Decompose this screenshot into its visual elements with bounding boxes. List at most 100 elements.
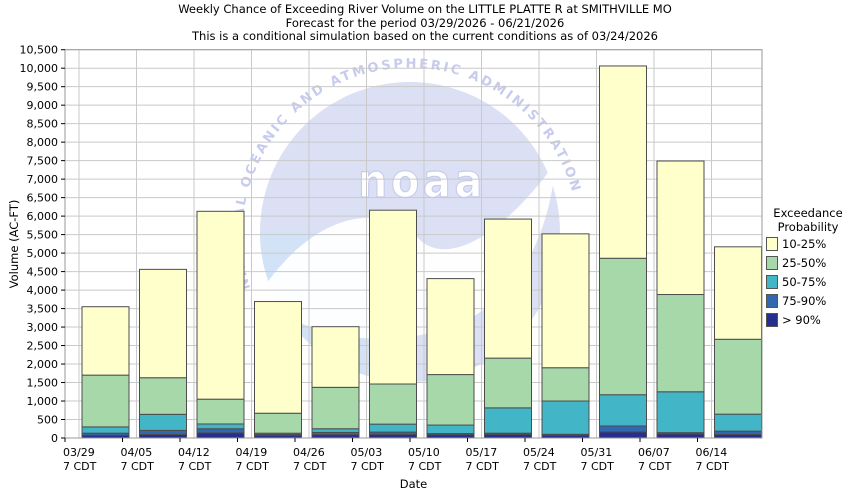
bar-segment [139, 413, 187, 431]
bar-segment [714, 433, 762, 439]
y-tick-label: 8,500 [27, 118, 59, 131]
bar-segment [714, 413, 762, 432]
y-tick-label: 7,500 [27, 155, 59, 168]
legend-swatch [766, 236, 778, 251]
x-tick-label-date: 03/29 [63, 446, 95, 459]
bars-group [81, 65, 762, 439]
bar-segment [599, 394, 647, 427]
legend: Exceedance Probability 10-25% 25-50% 50-75… [766, 206, 850, 329]
x-tick-label-time: 7 CDT [581, 460, 615, 473]
legend-item: 10-25% [766, 234, 850, 253]
bar-segment [254, 301, 302, 414]
x-tick-label-date: 04/19 [236, 446, 268, 459]
bar-segment [426, 374, 475, 426]
bar-segment [484, 218, 532, 359]
legend-title: Exceedance Probability [773, 206, 843, 234]
bar-segment [311, 326, 360, 388]
y-tick-label: 6,000 [27, 210, 59, 223]
x-tick-label-time: 7 CDT [236, 460, 270, 473]
x-tick-label-date: 06/07 [638, 446, 670, 459]
y-tick-label: 1,500 [27, 377, 59, 390]
x-tick-label-date: 05/17 [466, 446, 498, 459]
bar-segment [426, 424, 475, 435]
bar-segment [254, 412, 302, 434]
x-tick-label-time: 7 CDT [178, 460, 212, 473]
y-tick-label: 5,500 [27, 229, 59, 242]
bar-segment [599, 257, 647, 396]
legend-label: 10-25% [782, 236, 827, 251]
bar-segment [196, 428, 245, 434]
legend-item: > 90% [766, 310, 850, 329]
x-tick-label-time: 7 CDT [408, 460, 442, 473]
bar-segment [311, 428, 360, 433]
x-tick-label-date: 06/14 [696, 446, 728, 459]
x-tick-label-date: 04/05 [121, 446, 153, 459]
bar-segment [599, 425, 647, 433]
y-tick-label: 0 [51, 432, 58, 445]
x-tick-label-time: 7 CDT [523, 460, 557, 473]
x-tick-label-time: 7 CDT [63, 460, 97, 473]
x-tick-label-time: 7 CDT [121, 460, 155, 473]
bar-segment [369, 209, 417, 385]
legend-label: > 90% [782, 312, 821, 327]
y-tick-label: 500 [37, 414, 58, 427]
y-tick-label: 10,500 [20, 44, 59, 57]
y-tick-label: 2,500 [27, 340, 59, 353]
bar-segment [599, 65, 647, 259]
watermark-noaa-text: noaa [358, 154, 486, 208]
y-tick-label: 3,000 [27, 321, 59, 334]
y-tick-label: 10,000 [20, 62, 59, 75]
bar-segment [369, 423, 417, 433]
y-tick-label: 8,000 [27, 136, 59, 149]
legend-items: 10-25% 25-50% 50-75% 75-90% > 90% [766, 234, 850, 329]
bar-segment [369, 433, 417, 439]
x-tick-label-date: 04/26 [293, 446, 325, 459]
bar-segment [599, 431, 647, 439]
y-tick-label: 4,000 [27, 284, 59, 297]
bar-segment [139, 429, 187, 435]
bar-segment [81, 426, 130, 434]
legend-item: 50-75% [766, 272, 850, 291]
x-tick-label-date: 05/31 [581, 446, 613, 459]
bar-segment [656, 160, 705, 296]
y-tick-label: 4,500 [27, 266, 59, 279]
bar-segment [311, 386, 360, 430]
y-tick-label: 2,000 [27, 358, 59, 371]
bar-segment [656, 391, 705, 434]
legend-swatch [766, 312, 778, 327]
plot-border [64, 49, 763, 439]
bar-segment [484, 433, 532, 439]
bar-segment [81, 306, 130, 376]
bar-segment [196, 432, 245, 439]
y-tick-label: 9,000 [27, 99, 59, 112]
chart-subtitle-period: Forecast for the period 03/29/2026 - 06/… [285, 15, 565, 30]
legend-swatch [766, 274, 778, 289]
chart-subtitle-conditions: This is a conditional simulation based o… [192, 29, 658, 43]
x-tick-label-date: 05/03 [351, 446, 383, 459]
legend-swatch [766, 293, 778, 308]
legend-label: 75-90% [782, 293, 827, 308]
title-block: Weekly Chance of Exceeding River Volume … [0, 2, 850, 44]
bar-segment [484, 357, 532, 409]
legend-swatch [766, 255, 778, 270]
bar-segment [541, 400, 590, 435]
bar-segment [139, 433, 187, 439]
legend-item: 75-90% [766, 291, 850, 310]
bar-segment [369, 383, 417, 425]
bar-segment [541, 233, 590, 369]
x-tick-label-time: 7 CDT [293, 460, 327, 473]
x-tick-label-date: 05/24 [523, 446, 555, 459]
chart-title: Weekly Chance of Exceeding River Volume … [178, 2, 672, 16]
x-axis-title: Date [399, 477, 428, 491]
bar-segment [196, 210, 245, 400]
bar-segment [426, 278, 475, 376]
bar-segment [81, 374, 130, 428]
legend-item: 25-50% [766, 253, 850, 272]
y-tick-label: 5,000 [27, 247, 59, 260]
bar-segment [484, 407, 532, 434]
bar-segment [656, 294, 705, 393]
y-tick-label: 1,000 [27, 395, 59, 408]
y-tick-label: 9,500 [27, 81, 59, 94]
